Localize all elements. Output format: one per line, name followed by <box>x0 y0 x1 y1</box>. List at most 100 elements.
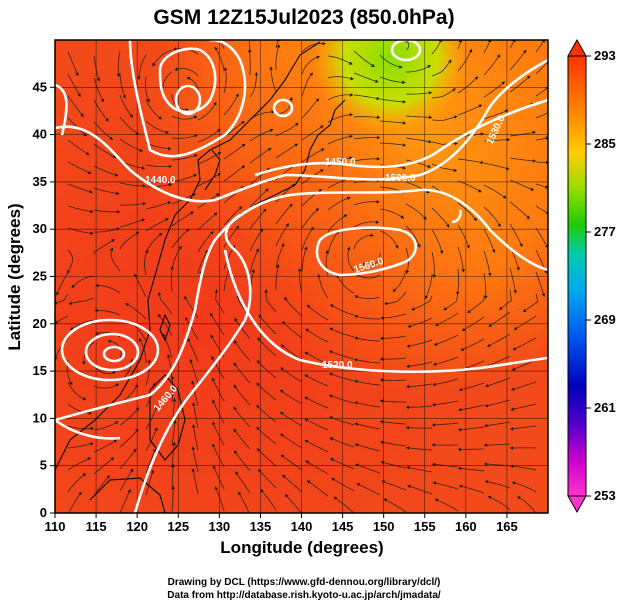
streamline <box>384 291 407 305</box>
streamline <box>197 172 221 187</box>
streamline <box>281 321 303 339</box>
streamline-arrow <box>423 216 427 220</box>
streamline-arrow <box>349 134 353 139</box>
streamline-arrow <box>432 481 437 485</box>
streamline-arrow <box>259 228 263 232</box>
streamline-arrow <box>320 125 324 129</box>
streamline <box>171 442 175 469</box>
streamline <box>483 443 511 446</box>
streamline-arrow <box>428 139 432 144</box>
streamline-arrow <box>354 314 358 319</box>
streamline-arrow <box>402 143 406 147</box>
streamline <box>171 463 174 491</box>
streamline-arrow <box>134 273 138 278</box>
streamline <box>233 340 251 362</box>
streamline-arrow <box>446 224 450 228</box>
streamline <box>306 304 329 321</box>
streamline <box>511 381 537 391</box>
streamline-arrow <box>491 249 496 253</box>
streamline-arrow <box>192 402 196 406</box>
streamline <box>279 389 303 405</box>
colorbar-tick-label: 261 <box>594 400 616 415</box>
streamline-arrow <box>125 303 129 307</box>
streamline <box>487 333 511 347</box>
streamline-arrow <box>186 76 191 81</box>
streamline <box>457 268 460 295</box>
streamline-arrow <box>158 116 162 120</box>
streamline-arrow <box>488 323 492 327</box>
streamline-arrow <box>112 154 116 158</box>
streamline-arrow <box>193 173 197 178</box>
streamline <box>458 467 485 472</box>
streamline <box>301 246 308 273</box>
streamline-arrow <box>304 418 309 422</box>
streamline <box>353 158 380 162</box>
streamline-arrow <box>233 406 237 411</box>
streamline <box>329 372 355 382</box>
streamline-arrow <box>318 189 322 193</box>
streamline-arrow <box>428 115 432 120</box>
streamline <box>535 62 547 75</box>
streamline-arrow <box>512 367 516 371</box>
streamline-arrow <box>110 457 114 461</box>
streamline <box>510 425 537 430</box>
streamline-arrow <box>116 210 120 214</box>
streamline-arrow <box>304 352 309 356</box>
streamline-arrow <box>280 412 284 416</box>
streamline <box>93 121 114 141</box>
contour-1450 <box>254 98 548 177</box>
streamline-arrow <box>468 49 473 53</box>
streamline-arrow <box>95 331 99 335</box>
streamline <box>512 337 537 351</box>
streamline-arrow <box>484 295 488 299</box>
streamline-arrow <box>354 443 359 447</box>
streamline-arrow <box>474 76 478 80</box>
colorbar-tick-label: 277 <box>594 224 616 239</box>
streamline-arrow <box>168 146 172 151</box>
streamline <box>483 228 495 253</box>
streamline-arrow <box>304 374 309 378</box>
streamline <box>145 232 163 254</box>
streamline-arrow <box>217 152 222 156</box>
streamline-arrow <box>281 454 285 458</box>
streamline <box>301 98 320 119</box>
plot-area: 1440.0 1450.0 1500.0 1530.0 1560.0 1520.… <box>55 40 548 513</box>
streamline <box>110 247 121 272</box>
streamline <box>379 120 406 124</box>
y-axis-label: Latitude (degrees) <box>5 203 24 350</box>
streamline <box>93 209 120 213</box>
streamline-arrow <box>329 416 333 420</box>
streamline <box>306 480 329 497</box>
streamline-arrow <box>510 407 514 411</box>
streamline-arrow <box>90 231 94 235</box>
streamline <box>258 314 277 335</box>
streamline <box>431 59 452 77</box>
streamline <box>406 405 433 408</box>
streamline-arrow <box>168 164 172 169</box>
streamline <box>66 249 73 274</box>
streamline-arrow <box>407 484 411 489</box>
streamline <box>327 94 354 101</box>
streamline-arrow <box>78 491 82 496</box>
streamline-arrow <box>85 151 90 155</box>
colorbar-tick-label: 285 <box>594 136 616 151</box>
streamline <box>197 128 221 143</box>
streamline <box>187 338 199 363</box>
streamline <box>535 227 548 246</box>
streamline-arrow <box>487 343 491 347</box>
streamline <box>379 142 406 146</box>
streamline-arrow <box>129 114 133 118</box>
streamline <box>171 228 190 249</box>
streamline-arrow <box>331 478 335 482</box>
streamline <box>380 357 407 360</box>
grid-lines <box>55 40 548 513</box>
streamline-arrow <box>484 443 488 447</box>
streamline-arrow <box>235 93 239 97</box>
streamline <box>212 443 225 468</box>
streamline <box>457 48 473 72</box>
streamline <box>485 377 511 387</box>
streamline <box>93 421 119 431</box>
streamline-arrow <box>256 405 260 409</box>
streamline <box>93 77 105 103</box>
streamline <box>305 328 329 343</box>
